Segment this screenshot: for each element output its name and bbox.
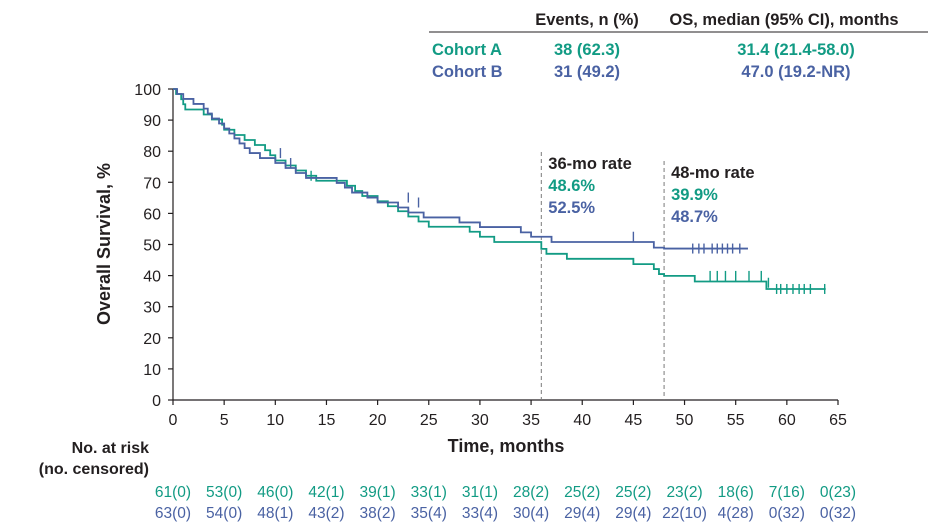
risk-cell-cohort-a: 28(2) xyxy=(513,484,549,501)
risk-cell-cohort-a: 23(2) xyxy=(666,484,702,501)
rate-value-cohort-a-36mo: 48.6% xyxy=(548,177,595,195)
x-tick-label: 60 xyxy=(778,412,796,429)
y-tick-label: 40 xyxy=(143,269,161,286)
risk-cell-cohort-b: 63(0) xyxy=(155,505,191,522)
x-tick-label: 0 xyxy=(169,412,178,429)
y-tick-label: 20 xyxy=(143,331,161,348)
risk-cell-cohort-b: 30(4) xyxy=(513,505,549,522)
risk-cell-cohort-a: 42(1) xyxy=(308,484,344,501)
risk-cell-cohort-b: 38(2) xyxy=(360,505,396,522)
risk-cell-cohort-b: 0(32) xyxy=(769,505,805,522)
legend-cohort-b-median: 47.0 (19.2-NR) xyxy=(741,63,850,81)
risk-cell-cohort-a: 0(23) xyxy=(820,484,856,501)
risk-cell-cohort-b: 48(1) xyxy=(257,505,293,522)
risk-cell-cohort-b: 35(4) xyxy=(411,505,447,522)
risk-cell-cohort-a: 53(0) xyxy=(206,484,242,501)
y-tick-label: 0 xyxy=(152,393,161,410)
rate-label-48mo: 48-mo rate xyxy=(671,164,754,182)
legend-cohort-b-events: 31 (49.2) xyxy=(554,63,620,81)
risk-cell-cohort-a: 18(6) xyxy=(718,484,754,501)
x-tick-label: 45 xyxy=(624,412,642,429)
risk-row-cohort-a: 61(0) 53(0) 46(0) 42(1) 39(1) 33(1) 31(1) 28(2)… xyxy=(155,484,856,501)
x-tick-label: 50 xyxy=(676,412,694,429)
risk-cell-cohort-a: 25(2) xyxy=(615,484,651,501)
rate-value-cohort-a-48mo: 39.9% xyxy=(671,186,718,204)
risk-table-label: No. at risk xyxy=(72,440,149,457)
risk-cell-cohort-a: 31(1) xyxy=(462,484,498,501)
risk-cell-cohort-a: 61(0) xyxy=(155,484,191,501)
risk-cell-cohort-b: 22(10) xyxy=(662,505,707,522)
x-tick-label: 65 xyxy=(829,412,847,429)
x-tick-label: 25 xyxy=(420,412,438,429)
axes: 0 10 20 30 40 50 60 70 80 90 100 0 5 10 15 20 25 30 35 40 4… xyxy=(94,82,847,456)
risk-cell-cohort-a: 33(1) xyxy=(411,484,447,501)
risk-cell-cohort-b: 54(0) xyxy=(206,505,242,522)
x-tick-label: 55 xyxy=(727,412,745,429)
y-tick-label: 60 xyxy=(143,206,161,223)
y-tick-label: 80 xyxy=(143,144,161,161)
risk-cell-cohort-b: 43(2) xyxy=(308,505,344,522)
legend-table: Events, n (%) OS, median (95% CI), month… xyxy=(429,11,928,81)
y-axis-label: Overall Survival, % xyxy=(94,163,114,325)
risk-table-sublabel: (no. censored) xyxy=(39,461,149,478)
rate-value-cohort-b-48mo: 48.7% xyxy=(671,208,718,226)
y-tick-label: 50 xyxy=(143,238,161,255)
y-ticks: 0 10 20 30 40 50 60 70 80 90 100 xyxy=(134,82,173,410)
x-tick-label: 15 xyxy=(318,412,336,429)
x-ticks: 0 5 10 15 20 25 30 35 40 45 50 55 60 65 xyxy=(169,400,847,429)
risk-cell-cohort-b: 29(4) xyxy=(615,505,651,522)
legend-cohort-a-events: 38 (62.3) xyxy=(554,41,620,59)
rate-value-cohort-b-36mo: 52.5% xyxy=(548,199,595,217)
rate-label-36mo: 36-mo rate xyxy=(548,155,631,173)
curve-cohort-b xyxy=(173,88,748,250)
x-axis-label: Time, months xyxy=(448,436,565,456)
risk-cell-cohort-b: 29(4) xyxy=(564,505,600,522)
legend-cohort-a-name: Cohort A xyxy=(432,41,502,59)
risk-cell-cohort-a: 25(2) xyxy=(564,484,600,501)
x-tick-label: 40 xyxy=(573,412,591,429)
survival-curves xyxy=(173,88,826,294)
legend-cohort-a-median: 31.4 (21.4-58.0) xyxy=(737,41,854,59)
risk-row-cohort-b: 63(0) 54(0) 48(1) 43(2) 38(2) 35(4) 33(4) 30(4)… xyxy=(155,505,856,522)
risk-cell-cohort-b: 0(32) xyxy=(820,505,856,522)
y-tick-label: 70 xyxy=(143,175,161,192)
risk-cell-cohort-a: 39(1) xyxy=(360,484,396,501)
x-tick-label: 20 xyxy=(369,412,387,429)
risk-cell-cohort-a: 7(16) xyxy=(769,484,805,501)
risk-cell-cohort-b: 33(4) xyxy=(462,505,498,522)
risk-table: No. at risk (no. censored) 61(0) 53(0) 46(… xyxy=(39,440,856,522)
risk-cell-cohort-a: 46(0) xyxy=(257,484,293,501)
y-tick-label: 100 xyxy=(134,82,161,99)
legend-col-median-header: OS, median (95% CI), months xyxy=(669,11,898,29)
x-tick-label: 35 xyxy=(522,412,540,429)
x-tick-label: 10 xyxy=(266,412,284,429)
rate-annotations: 36-mo rate 48.6% 52.5% 48-mo rate 39.9% 48.7% xyxy=(540,152,755,400)
y-tick-label: 30 xyxy=(143,300,161,317)
curve-cohort-a xyxy=(173,88,826,290)
x-tick-label: 30 xyxy=(471,412,489,429)
legend-cohort-b-name: Cohort B xyxy=(432,63,503,81)
risk-cell-cohort-b: 4(28) xyxy=(718,505,754,522)
legend-col-events-header: Events, n (%) xyxy=(535,11,639,29)
y-tick-label: 10 xyxy=(143,362,161,379)
x-tick-label: 5 xyxy=(220,412,229,429)
y-tick-label: 90 xyxy=(143,113,161,130)
